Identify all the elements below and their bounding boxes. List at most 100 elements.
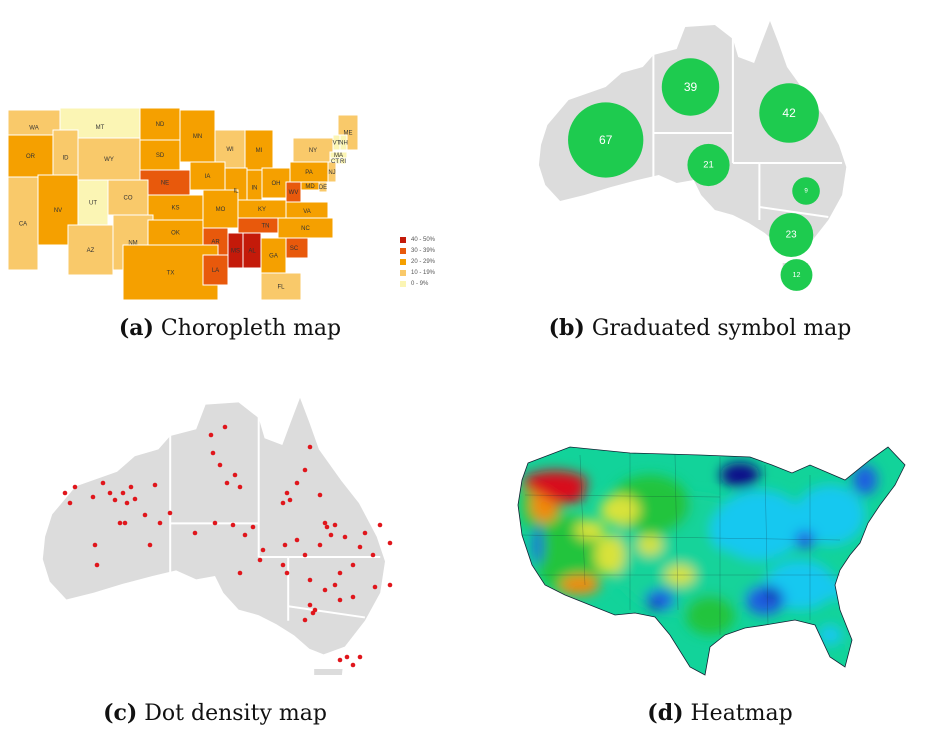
density-dot <box>90 494 96 500</box>
density-dot <box>222 424 228 430</box>
density-dot <box>307 602 313 608</box>
state-label: LA <box>212 268 219 274</box>
density-dot <box>124 500 130 506</box>
caption-letter: (a) <box>118 315 154 341</box>
state-label: TX <box>167 271 175 277</box>
symbol-vic <box>769 212 814 258</box>
state-label: DE <box>319 185 327 191</box>
state-label: AR <box>211 240 220 246</box>
density-dot <box>167 510 173 516</box>
density-dot <box>212 520 218 526</box>
density-dot <box>344 654 350 660</box>
heat-blob <box>766 590 778 600</box>
legend-label: 20 - 29% <box>411 258 436 265</box>
state-label: NM <box>128 241 137 247</box>
state-label: MN <box>193 134 202 140</box>
density-dot <box>337 570 343 576</box>
state-label: VT <box>333 141 341 147</box>
density-dot <box>112 497 118 503</box>
dot-density-map <box>35 375 425 675</box>
state-wy <box>77 137 141 181</box>
symbol-value: 23 <box>786 230 798 241</box>
symbol-value: 42 <box>782 106 796 120</box>
state-label: AZ <box>87 248 95 254</box>
state-ga <box>260 237 287 274</box>
state-ia <box>189 161 226 191</box>
state-label: MA <box>334 153 343 159</box>
caption-a: (a) Choropleth map <box>100 315 360 341</box>
density-dot <box>208 432 214 438</box>
state-label: ID <box>63 156 70 162</box>
caption-b: (b) Graduated symbol map <box>540 315 860 341</box>
state-border <box>764 464 769 626</box>
density-dot <box>72 484 78 490</box>
state-label: CT <box>331 159 339 165</box>
legend-label: 40 - 50% <box>411 236 436 243</box>
caption-letter: (d) <box>647 700 684 726</box>
density-dot <box>132 496 138 502</box>
density-dot <box>257 557 263 563</box>
state-tx <box>122 244 219 300</box>
legend-label: 30 - 39% <box>411 247 436 254</box>
heatmap-map <box>510 435 910 680</box>
heat-blob <box>710 510 740 550</box>
dot-density-svg <box>42 397 393 675</box>
density-dot <box>107 490 113 496</box>
state-label: UT <box>89 201 97 207</box>
density-dot <box>322 587 328 593</box>
density-dot <box>332 522 338 528</box>
legend-swatch <box>400 247 406 254</box>
state-label: MS <box>231 249 240 255</box>
density-dot <box>192 530 198 536</box>
density-dot <box>317 492 323 498</box>
state-label: MI <box>256 148 263 154</box>
state-la <box>202 254 229 286</box>
state-label: FL <box>277 285 285 291</box>
heat-blob <box>645 589 675 611</box>
state-label: AL <box>248 249 256 255</box>
symbol-value: 21 <box>703 160 714 171</box>
density-dot <box>302 467 308 473</box>
density-dot <box>280 562 286 568</box>
state-label: MT <box>96 125 105 131</box>
density-dot <box>92 542 98 548</box>
heat-blob <box>830 580 850 600</box>
state-label: OH <box>272 181 281 187</box>
choropleth-legend: 40 - 50% 30 - 39% 20 - 29% 10 - 19% 0 - … <box>400 234 435 289</box>
heat-blob <box>715 490 805 560</box>
state-ri <box>339 157 347 165</box>
state-label: KS <box>171 206 179 212</box>
symbol-value: 67 <box>599 133 613 147</box>
state-label: CO <box>124 196 133 202</box>
state-label: NH <box>339 141 348 147</box>
heat-blob <box>560 575 600 595</box>
density-dot <box>284 570 290 576</box>
state-label: SD <box>156 153 165 159</box>
density-dot <box>94 562 100 568</box>
density-dot <box>224 480 230 486</box>
state-label: PA <box>305 170 313 176</box>
density-dot <box>230 522 236 528</box>
state-label: ND <box>156 122 165 128</box>
state-label: WY <box>104 157 114 163</box>
caption-title: Graduated symbol map <box>591 316 852 341</box>
caption-letter: (b) <box>548 315 585 341</box>
density-dot <box>128 484 134 490</box>
density-dot <box>62 490 68 496</box>
density-dot <box>302 552 308 558</box>
density-dot <box>357 544 363 550</box>
density-dot <box>287 497 293 503</box>
heat-blob <box>595 535 625 575</box>
state-ca <box>8 176 39 271</box>
state-de <box>318 181 328 193</box>
heat-blob <box>575 520 605 540</box>
density-dot <box>100 480 106 486</box>
heat-blob <box>720 462 760 488</box>
state-label: TN <box>262 224 270 230</box>
state-label: CA <box>19 222 27 228</box>
symbol-qld <box>759 83 819 143</box>
graduated-symbol-map: 67 39 42 21 9 23 12 <box>530 5 880 295</box>
density-dot <box>370 552 376 558</box>
state-border <box>524 494 721 498</box>
